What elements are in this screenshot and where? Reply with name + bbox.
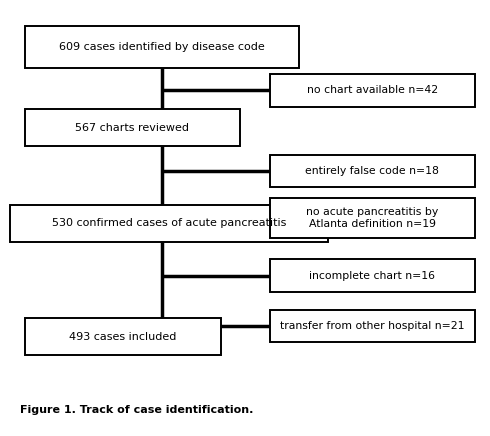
Text: 530 confirmed cases of acute pancreatitis: 530 confirmed cases of acute pancreatiti… <box>52 218 286 228</box>
FancyBboxPatch shape <box>270 198 475 238</box>
FancyBboxPatch shape <box>270 259 475 292</box>
Text: incomplete chart n=16: incomplete chart n=16 <box>309 271 436 281</box>
Text: no acute pancreatitis by
Atlanta definition n=19: no acute pancreatitis by Atlanta definit… <box>306 207 439 229</box>
Text: 567 charts reviewed: 567 charts reviewed <box>75 123 189 133</box>
Text: transfer from other hospital n=21: transfer from other hospital n=21 <box>280 321 465 331</box>
FancyBboxPatch shape <box>24 26 299 68</box>
Text: no chart available n=42: no chart available n=42 <box>307 85 438 95</box>
Text: 493 cases included: 493 cases included <box>69 332 176 342</box>
Text: entirely false code n=18: entirely false code n=18 <box>305 166 440 176</box>
FancyBboxPatch shape <box>24 318 220 355</box>
FancyBboxPatch shape <box>270 310 475 342</box>
Text: 609 cases identified by disease code: 609 cases identified by disease code <box>59 42 265 52</box>
FancyBboxPatch shape <box>10 205 328 242</box>
FancyBboxPatch shape <box>24 109 240 146</box>
FancyBboxPatch shape <box>270 155 475 187</box>
FancyBboxPatch shape <box>270 74 475 107</box>
Text: Figure 1. Track of case identification.: Figure 1. Track of case identification. <box>20 405 253 415</box>
